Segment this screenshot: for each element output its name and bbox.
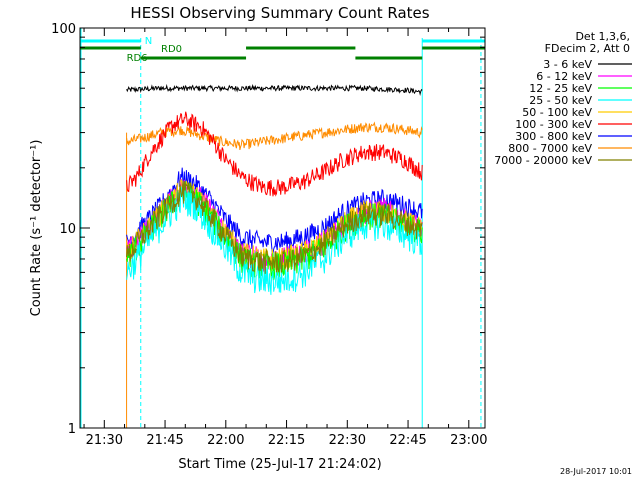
axis-layer: 21:30 21:45 22:00 22:15 22:30 22:45 23:00 1 10 10…	[51, 22, 487, 448]
rd6-label: RD6	[127, 53, 148, 64]
x-axis-label: Start Time (25-Jul-17 21:24:02)	[178, 457, 381, 472]
y-axis-label: Count Rate (s⁻¹ detector⁻¹)	[29, 140, 44, 317]
legend-label-4: 50 - 100 keV	[522, 106, 592, 119]
legend-label-0: 3 - 6 keV	[543, 58, 592, 71]
x-tick-label-6: 23:00	[450, 433, 487, 448]
series-line-2	[126, 111, 423, 197]
legend-label-8: 7000 - 20000 keV	[494, 154, 592, 167]
legend-label-6: 300 - 800 keV	[515, 130, 592, 143]
series-line-0	[126, 83, 423, 96]
y-tick-label-1: 10	[59, 222, 76, 237]
x-tick-label-1: 21:45	[146, 433, 183, 448]
legend-label-2: 12 - 25 keV	[529, 82, 592, 95]
x-tick-label-3: 22:15	[268, 433, 305, 448]
series-line-1	[126, 121, 423, 151]
x-tick-label-0: 21:30	[86, 433, 123, 448]
x-tick-label-5: 22:45	[389, 433, 426, 448]
legend-header-1: Det 1,3,6,	[575, 30, 630, 43]
series-line-8	[126, 180, 423, 274]
legend-label-7: 800 - 7000 keV	[508, 142, 592, 155]
footer-date: 28-Jul-2017 10:01	[560, 467, 632, 476]
n-label: N	[145, 36, 152, 47]
legend-label-1: 6 - 12 keV	[536, 70, 592, 83]
y-tick-label-0: 1	[68, 422, 76, 437]
rd0-label: RD0	[161, 44, 182, 55]
legend-header-2: FDecim 2, Att 0	[545, 42, 630, 55]
legend-label-3: 25 - 50 keV	[529, 94, 592, 107]
x-tick-label-2: 22:00	[207, 433, 244, 448]
series-layer	[126, 83, 423, 295]
y-tick-label-2: 100	[51, 22, 76, 37]
x-tick-label-4: 22:30	[329, 433, 366, 448]
chart-title: HESSI Observing Summary Count Rates	[130, 4, 429, 22]
legend-label-5: 100 - 300 keV	[515, 118, 592, 131]
